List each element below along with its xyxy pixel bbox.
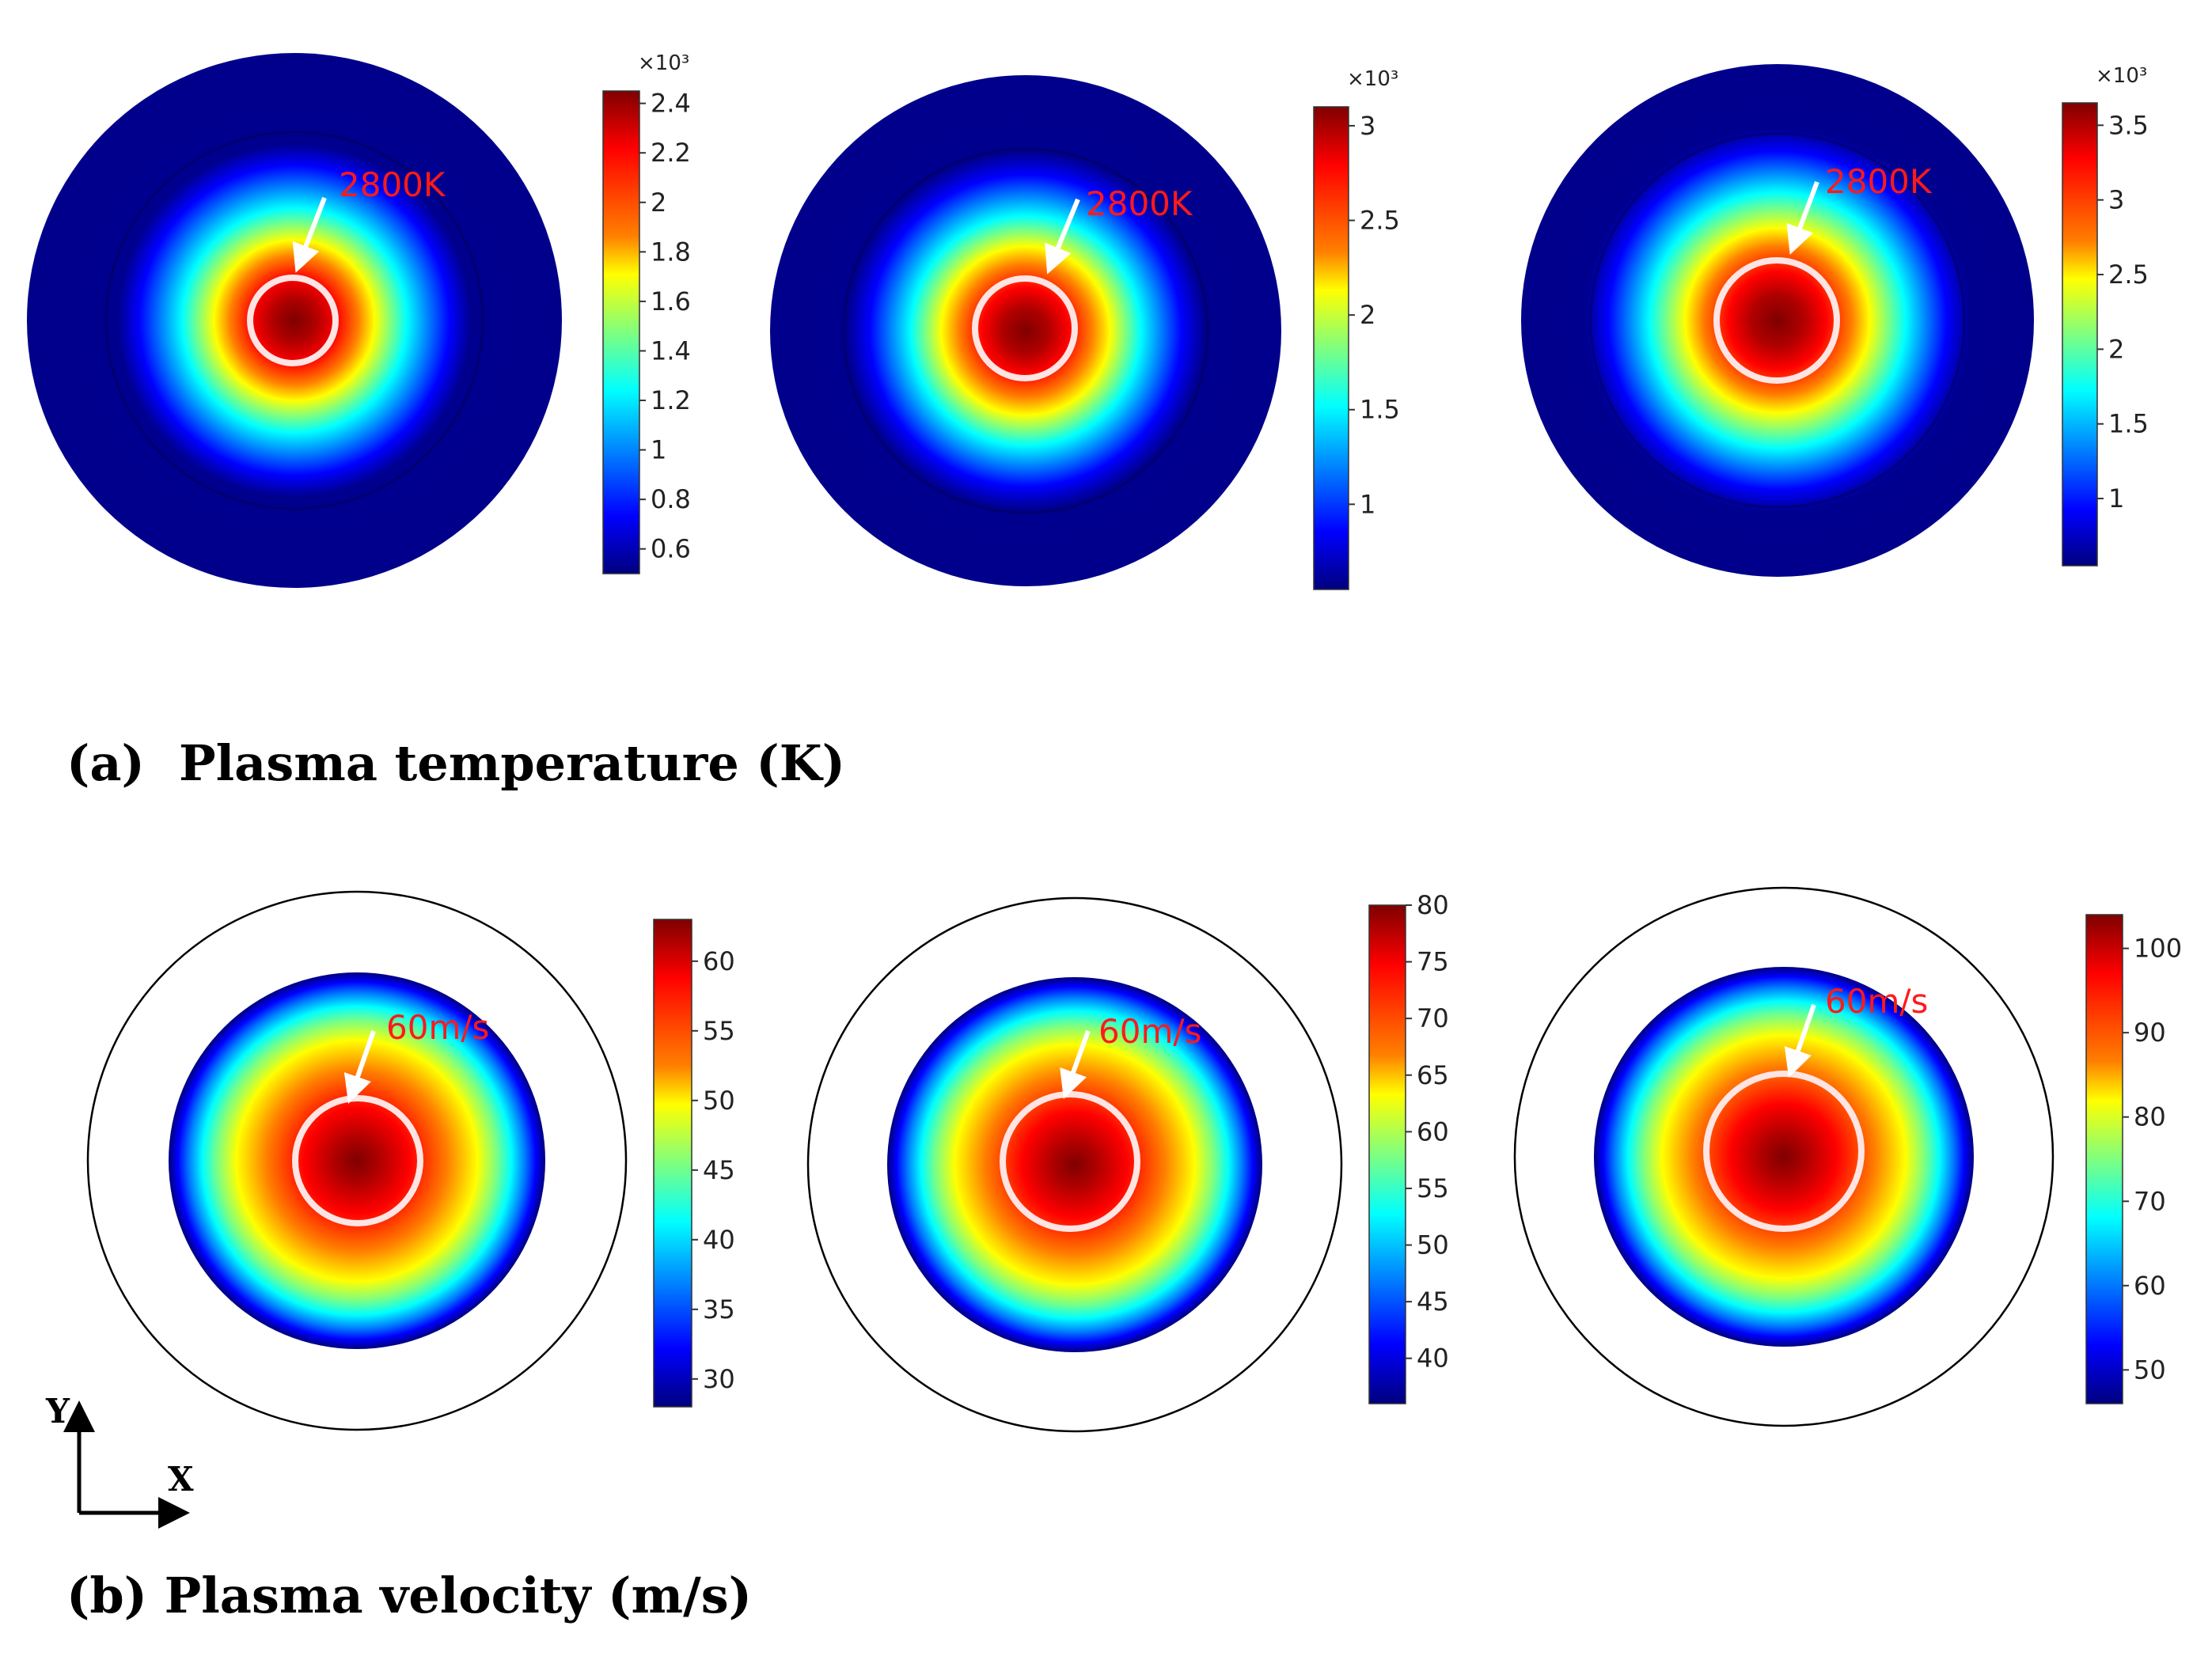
velocity-disc xyxy=(1594,967,1974,1347)
colorbar-tick-label: 1 xyxy=(2108,483,2124,514)
temperature-colorbar-2: ×10³ 3 2.5 2 1.5 1 xyxy=(1313,67,1400,590)
annotation-arrow xyxy=(1045,198,1080,275)
caption-a: (a) Plasma temperature (K) xyxy=(66,734,845,792)
colorbar-tick-label: 3 xyxy=(2108,185,2124,215)
y-axis-label: Y xyxy=(45,1392,70,1431)
temperature-disc xyxy=(1521,64,2034,577)
colorbar-gradient xyxy=(2085,914,2123,1404)
isotherm-marker-ring xyxy=(1713,257,1840,384)
colorbar-tick-label: 1 xyxy=(651,435,666,465)
inner-boundary-ring xyxy=(104,131,484,510)
colorbar-tick-label: 80 xyxy=(1417,890,1449,920)
temperature-colorbar-3: ×10³ 3.5 3 2.5 2 1.5 1 xyxy=(2062,64,2149,567)
annotation-label: 2800K xyxy=(1086,184,1193,223)
temperature-panel-3: 2800K xyxy=(1521,64,2034,577)
colorbar-tick-label: 40 xyxy=(703,1225,735,1255)
colorbar-tick-label: 60 xyxy=(703,946,735,976)
caption-b: (b) Plasma velocity (m/s) xyxy=(66,1567,752,1624)
temperature-disc xyxy=(770,75,1281,586)
colorbar-tick-label: 3 xyxy=(1360,111,1375,141)
temperature-panel-1: 2800K xyxy=(27,53,562,588)
colorbar-tick-label: 70 xyxy=(2134,1186,2166,1216)
axis-triad: Y X xyxy=(45,1392,194,1529)
velocity-colorbar-1: 60 55 50 45 40 35 30 xyxy=(653,919,735,1408)
colorbar-tick-label: 35 xyxy=(703,1294,735,1325)
colorbar-tick-label: 1.5 xyxy=(2108,409,2149,439)
annotation-label: 2800K xyxy=(339,165,446,204)
colorbar-tick-label: 50 xyxy=(703,1086,735,1116)
annotation-label: 60m/s xyxy=(1825,982,1928,1021)
colorbar-tick-label: 1 xyxy=(1360,489,1375,519)
colorbar-tick-label: 55 xyxy=(1417,1173,1449,1203)
velocity-panel-3: 60m/s xyxy=(1513,886,2055,1427)
colorbar-tick-label: 1.2 xyxy=(651,385,691,415)
temperature-panel-2: 2800K xyxy=(770,75,1281,586)
colorbar-tick-label: 1.6 xyxy=(651,286,691,316)
velocity-panel-1: 60m/s xyxy=(86,890,628,1431)
inner-boundary-ring xyxy=(842,147,1209,514)
annotation-arrow xyxy=(1786,180,1819,255)
colorbar-tick-label: 50 xyxy=(2134,1355,2166,1385)
colorbar-gradient xyxy=(1368,904,1406,1404)
inner-boundary-ring xyxy=(1589,132,1966,509)
velocity-disc xyxy=(887,977,1262,1352)
colorbar-tick-label: 2.2 xyxy=(651,138,691,168)
annotation-arrow xyxy=(1060,1029,1091,1099)
colorbar-tick-label: 1.4 xyxy=(651,335,691,366)
temperature-colorbar-1: ×10³ 2.4 2.2 2 1.8 1.6 1.4 1.2 1 0.8 0.6 xyxy=(602,51,691,574)
colorbar-tick-label: 1.5 xyxy=(1360,395,1400,425)
annotation-arrow xyxy=(343,1030,376,1105)
colorbar-tick-label: 60 xyxy=(2134,1271,2166,1301)
colorbar-tick-label: 75 xyxy=(1417,947,1449,977)
colorbar-tick-label: 3.5 xyxy=(2108,110,2149,140)
colorbar-tick-label: 40 xyxy=(1417,1344,1449,1374)
colorbar-multiplier: ×10³ xyxy=(2096,64,2147,88)
colorbar-tick-label: 45 xyxy=(703,1155,735,1185)
isotherm-marker-ring xyxy=(247,275,339,366)
velocity-panel-2: 60m/s xyxy=(806,896,1343,1433)
annotation-label: 2800K xyxy=(1825,162,1933,201)
x-axis-label: X xyxy=(168,1460,194,1499)
colorbar-tick-label: 70 xyxy=(1417,1003,1449,1033)
colorbar-multiplier: ×10³ xyxy=(1347,67,1398,91)
colorbar-tick-label: 0.6 xyxy=(651,534,691,564)
annotation-label: 60m/s xyxy=(1098,1012,1201,1051)
colorbar-tick-label: 80 xyxy=(2134,1102,2166,1132)
colorbar-tick-label: 60 xyxy=(1417,1116,1449,1146)
colorbar-tick-label: 2.5 xyxy=(2108,260,2149,290)
colorbar-gradient xyxy=(653,919,692,1408)
colorbar-tick-label: 100 xyxy=(2134,934,2182,964)
colorbar-tick-label: 90 xyxy=(2134,1018,2166,1048)
colorbar-tick-label: 2 xyxy=(1360,300,1375,330)
colorbar-tick-label: 2 xyxy=(651,188,666,218)
colorbar-tick-label: 45 xyxy=(1417,1287,1449,1317)
colorbar-tick-label: 50 xyxy=(1417,1230,1449,1260)
colorbar-tick-label: 2.5 xyxy=(1360,206,1400,236)
colorbar-gradient xyxy=(602,90,640,574)
colorbar-gradient xyxy=(2062,102,2098,567)
colorbar-tick-label: 0.8 xyxy=(651,484,691,514)
annotation-arrow xyxy=(1784,1004,1816,1078)
isovelocity-marker-ring xyxy=(1703,1071,1865,1232)
velocity-colorbar-3: 100 90 80 70 60 50 xyxy=(2085,914,2182,1404)
annotation-label: 60m/s xyxy=(386,1008,489,1047)
isotherm-marker-ring xyxy=(972,275,1078,381)
colorbar-tick-label: 1.8 xyxy=(651,237,691,267)
velocity-disc xyxy=(169,972,545,1349)
colorbar-tick-label: 30 xyxy=(703,1364,735,1394)
colorbar-multiplier: ×10³ xyxy=(638,51,689,75)
colorbar-gradient xyxy=(1313,106,1349,590)
velocity-colorbar-2: 80 75 70 65 60 55 50 45 40 xyxy=(1368,890,1449,1404)
colorbar-tick-label: 2 xyxy=(2108,334,2124,364)
colorbar-tick-label: 65 xyxy=(1417,1060,1449,1090)
colorbar-tick-label: 2.4 xyxy=(651,89,691,119)
colorbar-tick-label: 55 xyxy=(703,1016,735,1046)
annotation-arrow xyxy=(292,196,327,273)
